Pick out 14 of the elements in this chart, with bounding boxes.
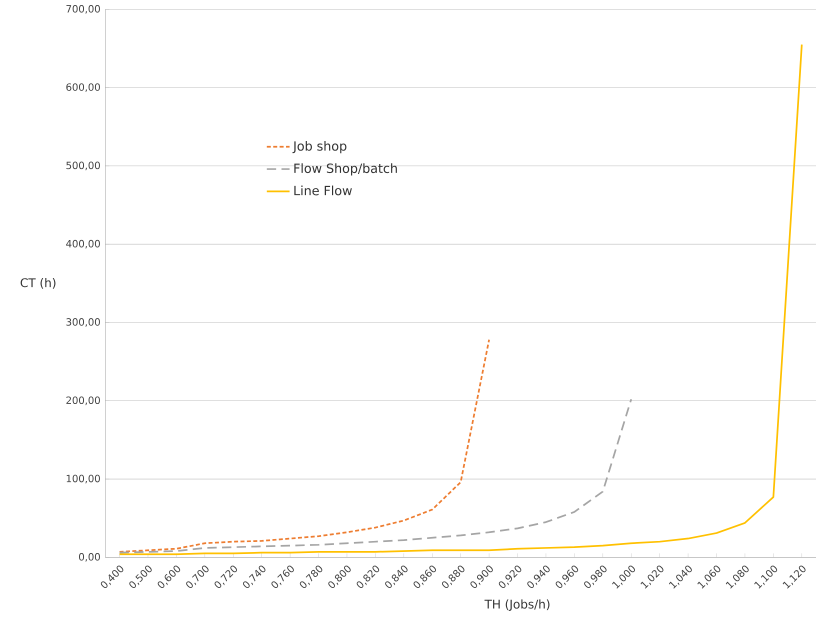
y-tick-label: 400,00 xyxy=(66,240,100,249)
y-tick-label: 700,00 xyxy=(66,5,100,14)
y-tick-label: 0,00 xyxy=(79,553,100,562)
y-tick-label: 600,00 xyxy=(66,83,100,92)
y-axis-title: CT (h) xyxy=(20,278,56,289)
legend-label: Job shop xyxy=(292,141,346,154)
y-tick-label: 100,00 xyxy=(66,474,100,484)
legend-label: Line Flow xyxy=(294,186,352,196)
x-axis-title: TH (Jobs/h) xyxy=(484,600,550,612)
legend-label: Flow Shop/batch xyxy=(294,163,397,176)
y-tick-label: 500,00 xyxy=(66,162,100,170)
line-series xyxy=(118,338,490,553)
y-tick-label: 200,00 xyxy=(66,396,100,406)
y-tick-label: 300,00 xyxy=(66,318,100,327)
